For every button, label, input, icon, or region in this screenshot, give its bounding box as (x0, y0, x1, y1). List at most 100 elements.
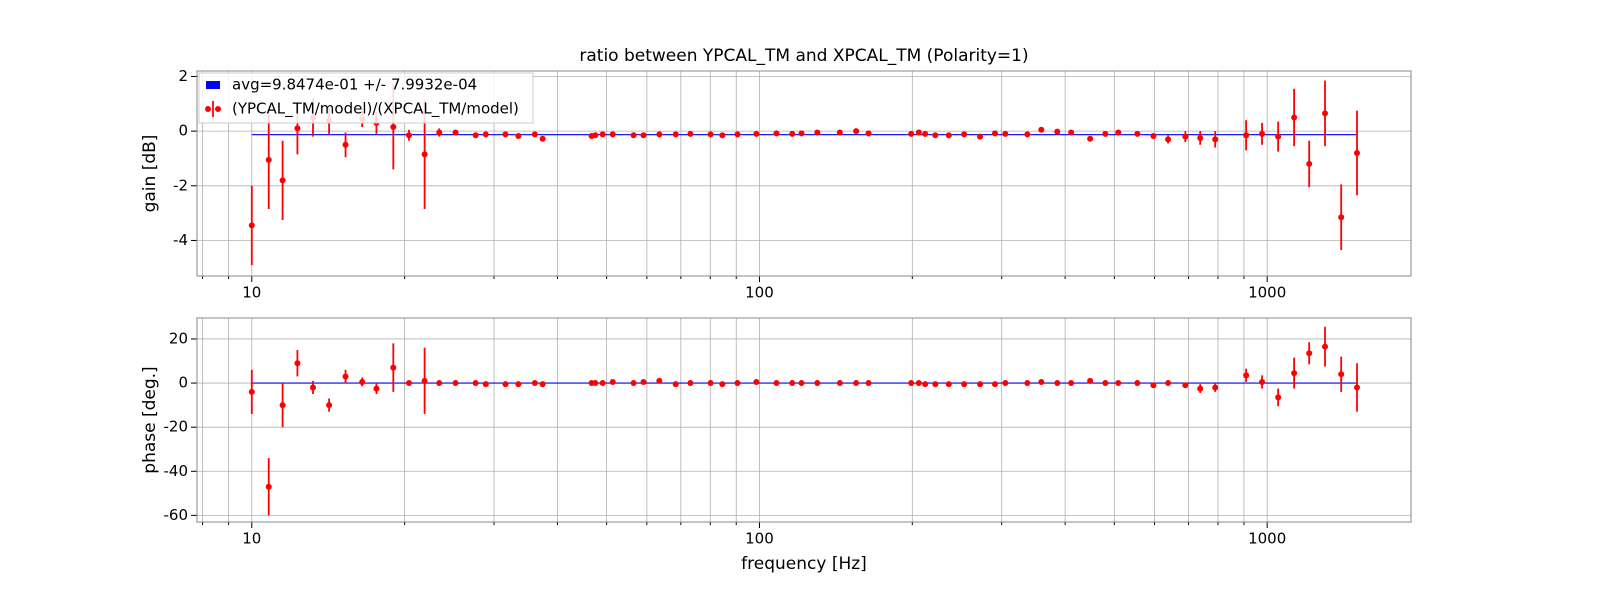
data-point (865, 380, 872, 387)
data-point (592, 132, 599, 139)
legend-swatch (205, 106, 211, 112)
data-point (922, 381, 929, 388)
data-point (1024, 380, 1031, 387)
data-point (719, 381, 726, 388)
data-point (1134, 130, 1141, 137)
data-point (1291, 114, 1298, 121)
data-point (908, 380, 915, 387)
data-point (1243, 372, 1250, 379)
data-point (472, 132, 479, 139)
data-point (945, 132, 952, 139)
legend-label: avg=9.8474e-01 +/- 7.9932e-04 (232, 76, 477, 94)
data-point (1306, 160, 1313, 167)
data-point (609, 131, 616, 138)
data-point (294, 125, 301, 132)
data-point (1322, 110, 1329, 117)
y-tick-label: 0 (178, 374, 188, 392)
data-point (853, 128, 860, 135)
x-tick-label: 10 (242, 284, 261, 302)
data-point (1243, 132, 1250, 139)
data-point (915, 129, 922, 136)
data-point (656, 377, 663, 384)
x-tick-label: 1000 (1248, 530, 1286, 548)
data-point (922, 130, 929, 137)
data-point (342, 141, 349, 148)
x-tick-label: 10 (242, 530, 261, 548)
y-tick-label: -40 (164, 462, 189, 480)
data-point (279, 177, 286, 184)
data-point (373, 385, 380, 392)
y-tick-label: -20 (164, 418, 189, 436)
legend-box (198, 72, 534, 124)
data-point (991, 381, 998, 388)
data-point (609, 378, 616, 385)
data-point (1068, 380, 1075, 387)
data-point (472, 380, 479, 387)
y-tick-label: -4 (173, 231, 188, 249)
data-point (798, 130, 805, 137)
data-point (248, 222, 255, 229)
data-point (482, 131, 489, 138)
data-point (515, 133, 522, 140)
data-point (656, 131, 663, 138)
data-point (1165, 380, 1172, 387)
data-point (1197, 385, 1204, 392)
data-point (932, 132, 939, 139)
data-point (1354, 384, 1361, 391)
data-point (592, 380, 599, 387)
data-point (421, 377, 428, 384)
data-point (1354, 150, 1361, 156)
data-point (436, 380, 443, 387)
data-point (915, 380, 922, 387)
data-point (1002, 380, 1009, 387)
data-point (1038, 378, 1045, 385)
data-point (599, 380, 606, 387)
data-point (814, 129, 821, 136)
data-point (1054, 128, 1061, 135)
x-axis-label: frequency [Hz] (741, 554, 867, 574)
data-point (1038, 126, 1045, 133)
data-point (482, 381, 489, 388)
y-tick-label: 20 (169, 329, 188, 347)
data-point (991, 130, 998, 137)
data-point (961, 131, 968, 138)
data-point (1338, 371, 1345, 378)
data-point (515, 381, 522, 388)
data-point (1150, 133, 1157, 140)
data-point (1197, 134, 1204, 141)
data-point (707, 131, 714, 138)
plot-area (197, 318, 1411, 522)
data-point (789, 380, 796, 387)
data-point (539, 381, 546, 388)
y-tick-label: -60 (164, 506, 189, 524)
x-tick-label: 1000 (1248, 284, 1286, 302)
data-point (531, 131, 538, 138)
data-point (630, 380, 637, 387)
x-tick-label: 100 (745, 284, 774, 302)
data-point (719, 132, 726, 139)
data-point (961, 381, 968, 388)
data-point (1024, 131, 1031, 138)
data-point (687, 380, 694, 387)
data-point (1134, 380, 1141, 387)
data-point (405, 380, 412, 387)
axes-frame (196, 70, 1412, 277)
data-point (390, 124, 397, 131)
data-point (1165, 136, 1172, 143)
data-point (279, 402, 286, 409)
y-tick-label: 2 (178, 67, 188, 85)
x-tick-label: 100 (745, 530, 774, 548)
legend-swatch (215, 106, 221, 112)
data-point (814, 380, 821, 387)
data-point (359, 378, 366, 385)
data-point (773, 380, 780, 387)
axes-frame (196, 317, 1412, 523)
data-point (436, 129, 443, 136)
data-point (798, 380, 805, 387)
data-point (789, 130, 796, 137)
data-point (405, 132, 412, 139)
data-point (836, 380, 843, 387)
data-point (265, 483, 272, 490)
data-point (977, 133, 984, 140)
